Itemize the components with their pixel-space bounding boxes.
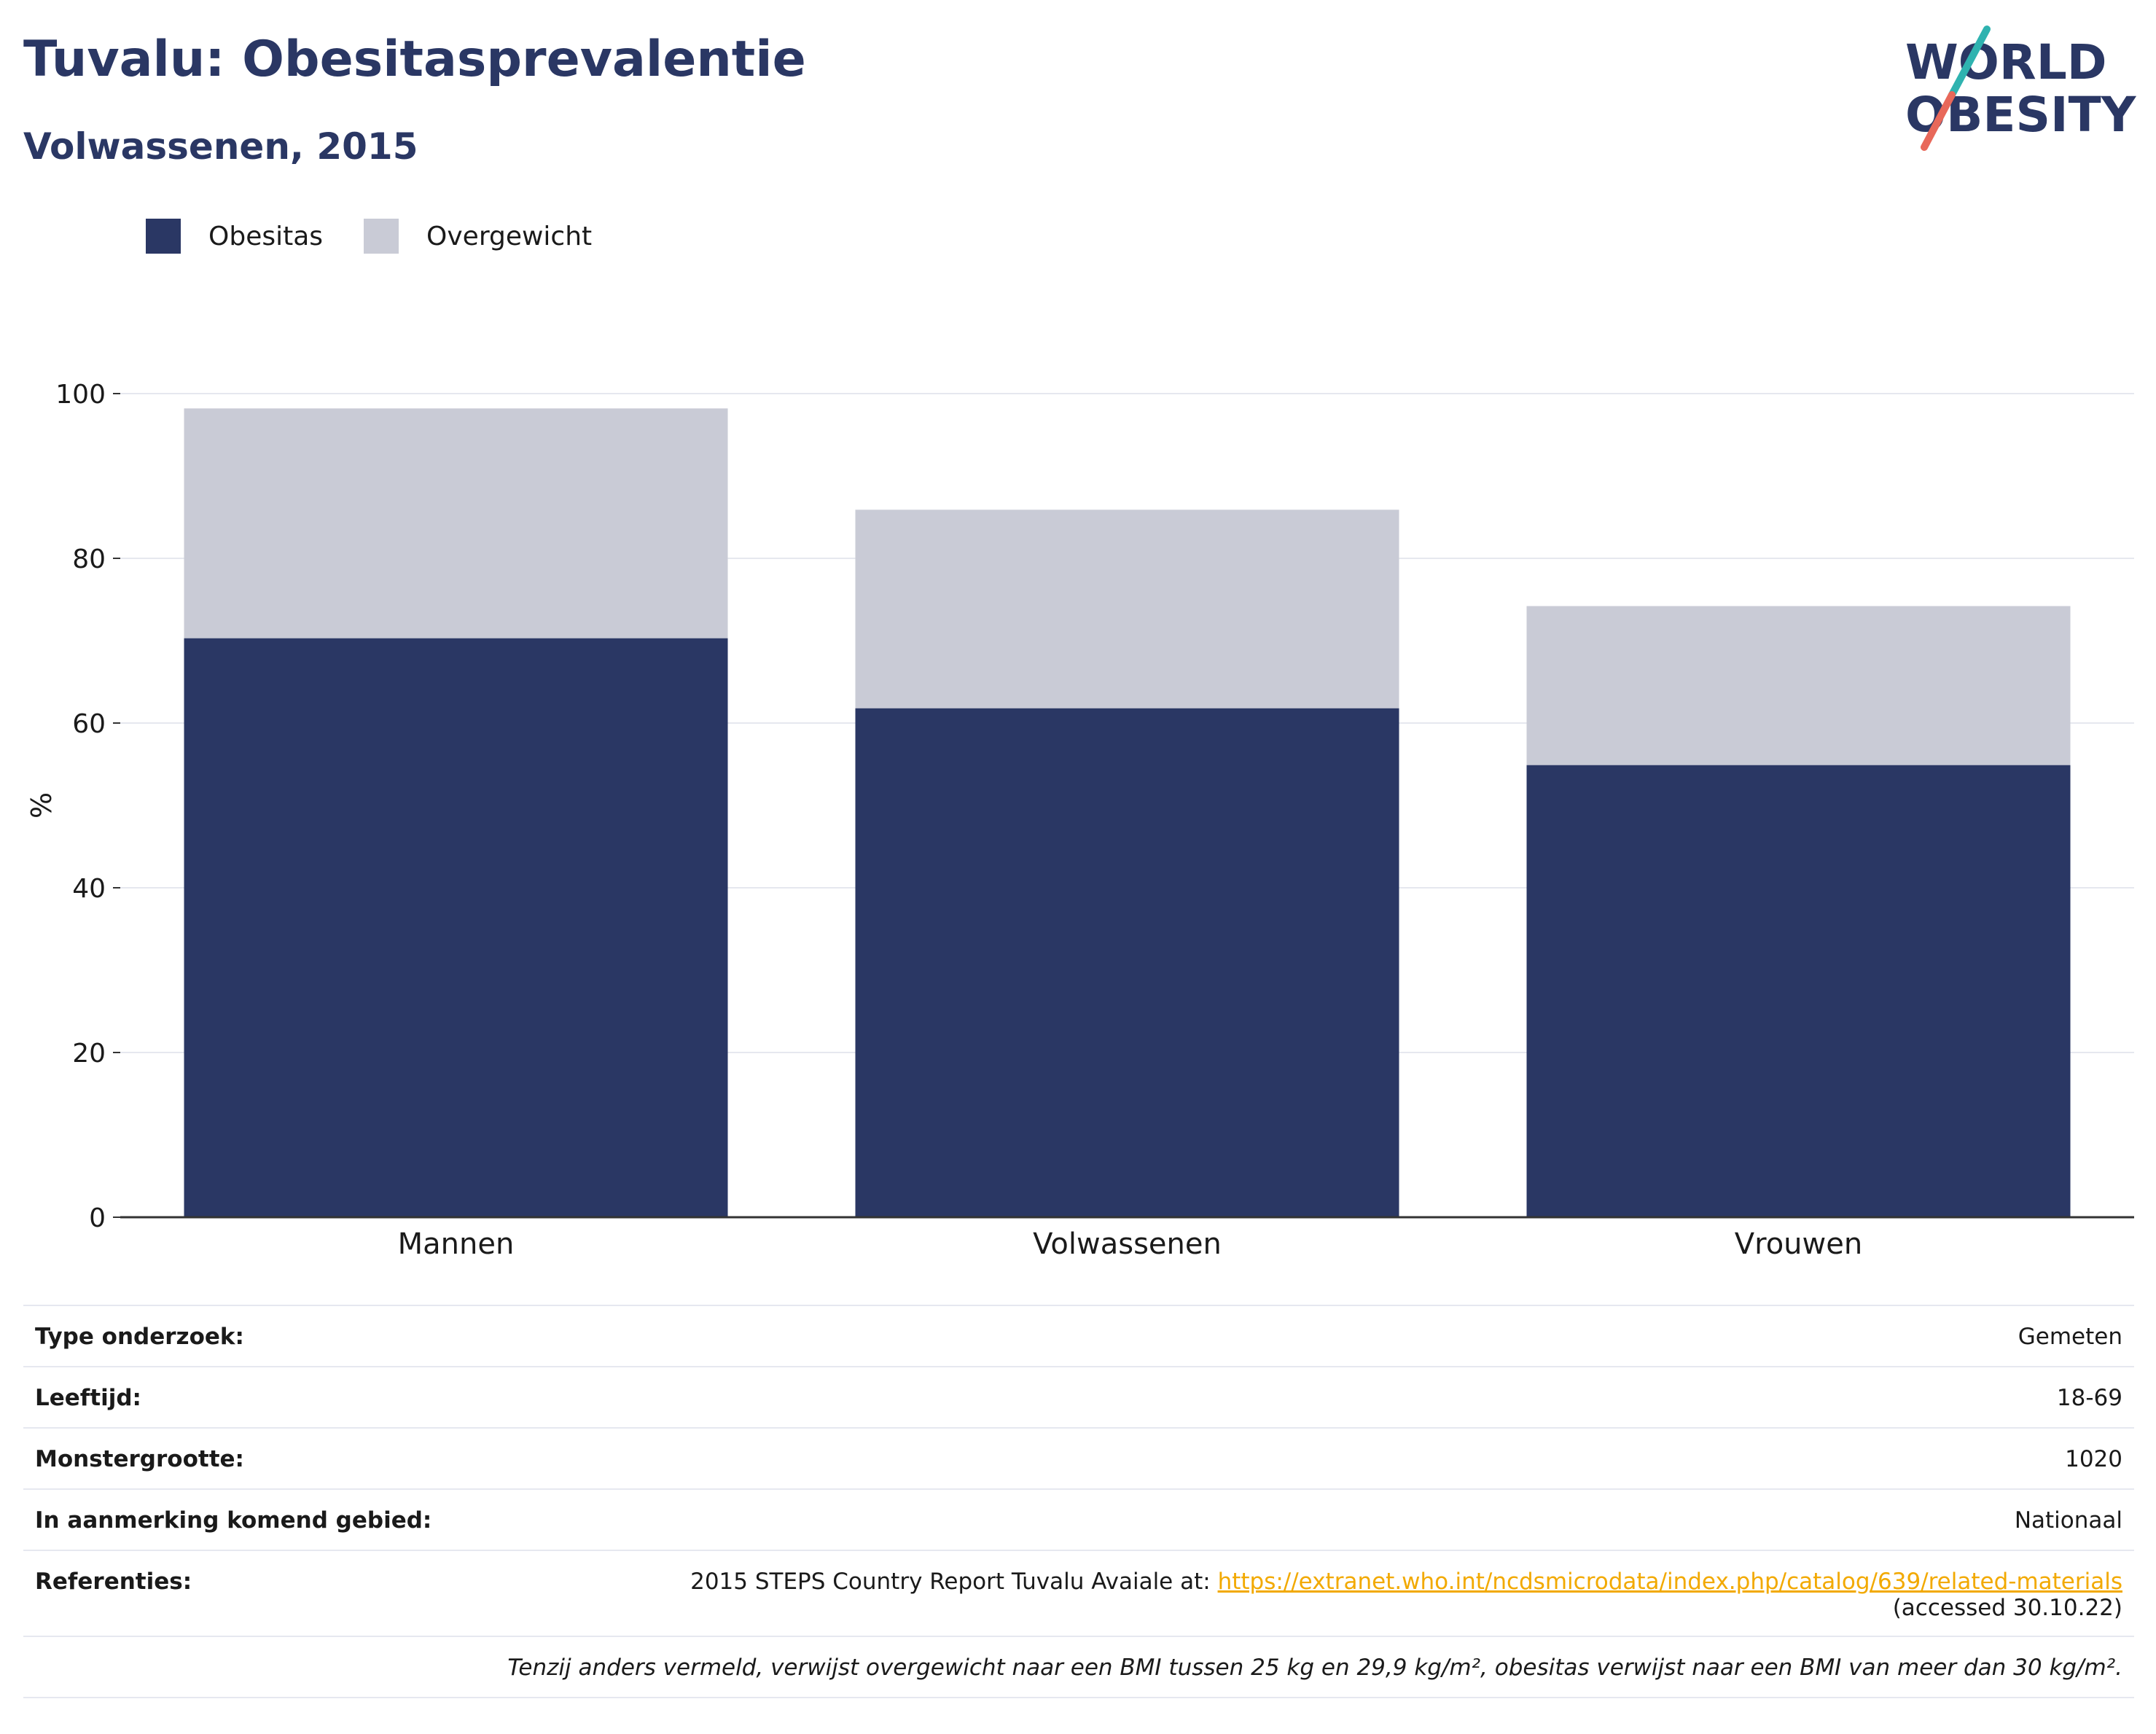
info-row-area: In aanmerking komend gebied: Nationaal	[23, 1488, 2134, 1550]
legend-item-overgewicht[interactable]: Overgewicht	[364, 219, 592, 254]
legend-item-obesitas[interactable]: Obesitas	[146, 219, 323, 254]
legend-label-obesitas: Obesitas	[208, 221, 324, 251]
info-row-type: Type onderzoek: Gemeten	[23, 1305, 2134, 1366]
info-value: Gemeten	[2018, 1324, 2122, 1350]
info-row-references: Referenties: 2015 STEPS Country Report T…	[23, 1550, 2134, 1636]
info-value: 1020	[2065, 1446, 2122, 1472]
bar-overgewicht-mannen	[184, 408, 728, 638]
references-value: 2015 STEPS Country Report Tuvalu Avaiale…	[690, 1569, 2122, 1621]
chart-legend: Obesitas Overgewicht	[146, 219, 633, 254]
y-tick-label: 0	[89, 1203, 106, 1233]
bar-overgewicht-volwassenen	[855, 509, 1399, 708]
y-tick-label: 40	[72, 874, 106, 904]
page-title: Tuvalu: Obesitasprevalentie	[23, 31, 806, 88]
y-axis-title: %	[26, 792, 58, 819]
legend-swatch-obesitas	[146, 219, 181, 254]
bar-obesitas-vrouwen	[1526, 765, 2071, 1217]
info-value: 18-69	[2056, 1385, 2122, 1411]
info-label: In aanmerking komend gebied:	[35, 1507, 432, 1534]
bar-obesitas-mannen	[184, 638, 728, 1217]
legend-swatch-overgewicht	[364, 219, 399, 254]
logo-slash-top	[1948, 26, 1991, 98]
info-value: Nationaal	[2014, 1507, 2122, 1534]
logo-slash-bottom	[1921, 91, 1956, 151]
logo-line1: WORLD	[1905, 34, 2107, 90]
bar-overgewicht-vrouwen	[1526, 606, 2071, 765]
world-obesity-logo: WORLD OBESITY	[1905, 26, 2137, 151]
x-tick-label: Mannen	[398, 1227, 515, 1261]
bar-obesitas-volwassenen	[855, 708, 1399, 1217]
y-tick-label: 20	[72, 1039, 106, 1069]
info-row-age: Leeftijd: 18-69	[23, 1366, 2134, 1427]
info-label: Referenties:	[35, 1569, 192, 1595]
legend-label-overgewicht: Overgewicht	[426, 221, 593, 251]
info-label: Leeftijd:	[35, 1385, 141, 1411]
info-label: Type onderzoek:	[35, 1324, 244, 1350]
references-text: 2015 STEPS Country Report Tuvalu Avaiale…	[690, 1569, 1218, 1595]
bar-chart: 0 20 40 60 80 100% Mannen Volwassenen Vrouwen	[26, 380, 2134, 1261]
info-table: Type onderzoek: Gemeten Leeftijd: 18-69 …	[23, 1305, 2134, 1698]
info-label: Monstergrootte:	[35, 1446, 244, 1472]
page-subtitle: Volwassenen, 2015	[23, 125, 418, 168]
y-tick-label: 100	[55, 380, 106, 410]
y-tick-label: 60	[72, 709, 106, 739]
references-link[interactable]: https://extranet.who.int/ncdsmicrodata/i…	[1217, 1569, 2122, 1595]
y-tick-label: 80	[72, 544, 106, 574]
info-row-sample: Monstergrootte: 1020	[23, 1427, 2134, 1488]
x-tick-label: Volwassenen	[1033, 1227, 1222, 1261]
x-tick-label: Vrouwen	[1735, 1227, 1862, 1261]
references-accessed: (accessed 30.10.22)	[1892, 1595, 2122, 1621]
info-row-note: Tenzij anders vermeld, verwijst overgewi…	[23, 1636, 2134, 1698]
definition-note: Tenzij anders vermeld, verwijst overgewi…	[507, 1655, 2122, 1681]
